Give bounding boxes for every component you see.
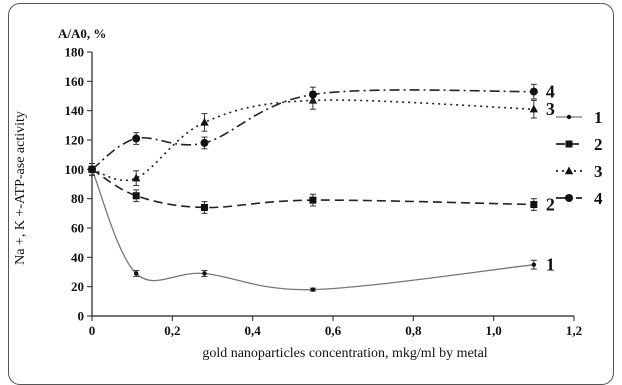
series-4: 4 xyxy=(88,82,555,176)
legend-marker xyxy=(566,114,572,120)
y-tick-label: 180 xyxy=(65,45,85,60)
series-1: 1 xyxy=(89,162,555,292)
series-line xyxy=(91,169,534,291)
legend-item-1: 1 xyxy=(556,108,603,127)
data-point xyxy=(132,192,140,200)
series-layer: 1 2 34 xyxy=(87,82,555,292)
legend: 1 2 3 4 xyxy=(556,108,603,208)
y-axis-title: Na +, K +-ATP-ase activity xyxy=(13,111,28,265)
y-tick-label: 60 xyxy=(71,221,84,236)
series-end-label: 3 xyxy=(546,99,555,119)
data-point xyxy=(202,271,207,276)
legend-label: 2 xyxy=(594,135,603,154)
y-axis-unit-label: A/A0, % xyxy=(58,26,106,41)
x-tick-label: 0,8 xyxy=(405,323,422,338)
x-tick-label: 0 xyxy=(89,323,96,338)
data-point xyxy=(200,138,209,147)
legend-label: 4 xyxy=(594,189,603,208)
legend-label: 3 xyxy=(594,162,603,181)
series-end-label: 1 xyxy=(546,255,555,275)
chart: 0 20 40 60 80 100 120 140 160 180 0 0,2 0,4 0,6 0,8 1,0… xyxy=(13,26,603,361)
legend-label: 1 xyxy=(594,108,603,127)
data-point xyxy=(200,117,209,126)
data-point xyxy=(88,165,96,174)
x-tick-label: 1,0 xyxy=(486,323,502,338)
data-point xyxy=(200,203,208,211)
series-3: 3 xyxy=(87,91,555,186)
data-point xyxy=(310,287,316,292)
legend-marker xyxy=(564,166,574,175)
series-line xyxy=(91,168,534,209)
legend-item-4: 4 xyxy=(556,189,603,208)
y-tick-label: 0 xyxy=(78,309,85,324)
y-tick-label: 140 xyxy=(65,103,85,118)
series-end-label: 4 xyxy=(546,82,555,102)
y-tick-label: 100 xyxy=(65,162,85,177)
series-line xyxy=(91,89,534,170)
data-point xyxy=(529,87,538,96)
data-point xyxy=(530,201,538,209)
y-tick-label: 20 xyxy=(71,279,84,294)
x-axis-title: gold nanoparticles concentration, mkg/ml… xyxy=(202,346,487,361)
y-tick-label: 160 xyxy=(65,74,85,89)
data-point xyxy=(132,134,141,143)
data-point xyxy=(529,104,539,113)
legend-item-2: 2 xyxy=(556,135,603,154)
axes: 0 20 40 60 80 100 120 140 160 180 0 0,2 0,4 0,6 0,8 1,0… xyxy=(65,45,583,339)
x-tick-label: 0,6 xyxy=(325,323,342,338)
series-2: 2 xyxy=(88,162,555,215)
legend-marker xyxy=(565,194,573,202)
series-line xyxy=(91,99,534,182)
series-end-label: 2 xyxy=(546,195,555,215)
y-tick-label: 120 xyxy=(65,133,85,148)
data-point xyxy=(133,271,139,276)
data-point xyxy=(308,90,317,99)
legend-item-3: 3 xyxy=(556,162,603,181)
data-point xyxy=(531,262,537,267)
x-tick-label: 1,2 xyxy=(566,323,582,338)
data-point xyxy=(131,173,141,182)
y-tick-label: 80 xyxy=(71,191,84,206)
data-point xyxy=(309,196,317,204)
legend-marker xyxy=(565,140,573,148)
x-tick-label: 0,2 xyxy=(164,323,180,338)
y-tick-label: 40 xyxy=(71,250,84,265)
x-tick-label: 0,4 xyxy=(245,323,262,338)
